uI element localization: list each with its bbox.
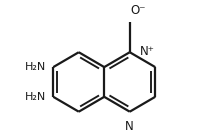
Text: O⁻: O⁻: [131, 4, 146, 17]
Text: H₂N: H₂N: [25, 62, 46, 72]
Text: H₂N: H₂N: [25, 92, 46, 102]
Text: N: N: [125, 120, 134, 133]
Text: N⁺: N⁺: [140, 45, 155, 58]
